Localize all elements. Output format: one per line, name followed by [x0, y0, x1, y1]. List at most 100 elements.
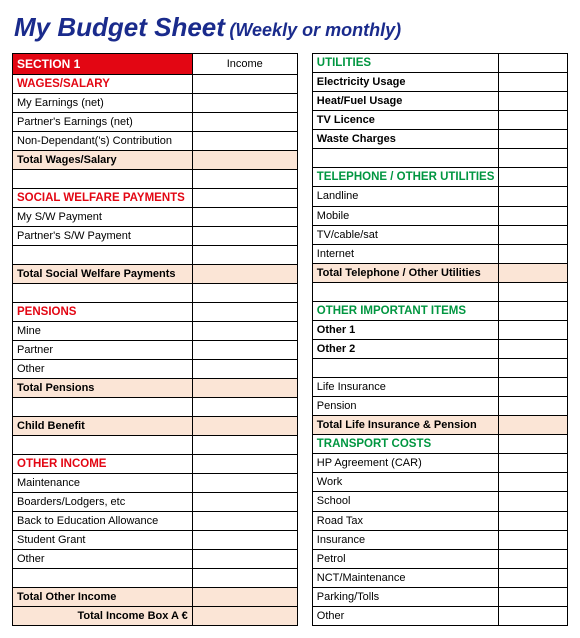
life-total-label: Total Life Insurance & Pension — [312, 416, 499, 435]
value-cell[interactable] — [192, 322, 297, 341]
income-header: Income — [192, 54, 297, 75]
value-cell[interactable] — [192, 474, 297, 493]
sw-total-label: Total Social Welfare Payments — [13, 265, 193, 284]
value-cell[interactable] — [192, 607, 297, 626]
value-cell[interactable] — [192, 151, 297, 170]
section1-label: SECTION 1 — [13, 54, 193, 75]
left-table: SECTION 1 Income WAGES/SALARY My Earning… — [12, 53, 298, 626]
value-cell[interactable] — [192, 170, 297, 189]
value-cell[interactable] — [499, 587, 568, 606]
value-cell[interactable] — [499, 92, 568, 111]
value-cell[interactable] — [499, 54, 568, 73]
value-cell[interactable] — [192, 94, 297, 113]
value-cell[interactable] — [499, 225, 568, 244]
value-cell[interactable] — [192, 588, 297, 607]
value-cell[interactable] — [192, 417, 297, 436]
value-cell[interactable] — [192, 398, 297, 417]
value-cell[interactable] — [192, 512, 297, 531]
blank-row — [312, 282, 499, 301]
blank-row — [13, 569, 193, 588]
budget-columns: SECTION 1 Income WAGES/SALARY My Earning… — [12, 53, 568, 626]
wages-header: WAGES/SALARY — [13, 75, 193, 94]
pensions-header: PENSIONS — [13, 303, 193, 322]
value-cell[interactable] — [192, 550, 297, 569]
value-cell[interactable] — [192, 75, 297, 94]
row-label: Back to Education Allowance — [13, 512, 193, 531]
row-label: My S/W Payment — [13, 208, 193, 227]
utilities-header: UTILITIES — [312, 54, 499, 73]
value-cell[interactable] — [499, 473, 568, 492]
value-cell[interactable] — [499, 187, 568, 206]
value-cell[interactable] — [192, 246, 297, 265]
row-label: Partner's Earnings (net) — [13, 113, 193, 132]
final-total-label: Total Income Box A € — [13, 607, 193, 626]
value-cell[interactable] — [499, 168, 568, 187]
row-label: HP Agreement (CAR) — [312, 454, 499, 473]
value-cell[interactable] — [192, 189, 297, 208]
row-label: Maintenance — [13, 474, 193, 493]
value-cell[interactable] — [192, 360, 297, 379]
value-cell[interactable] — [499, 397, 568, 416]
value-cell[interactable] — [192, 493, 297, 512]
wages-total-label: Total Wages/Salary — [13, 151, 193, 170]
other-total-label: Total Other Income — [13, 588, 193, 607]
value-cell[interactable] — [499, 435, 568, 454]
value-cell[interactable] — [499, 492, 568, 511]
row-label: Work — [312, 473, 499, 492]
row-label: Heat/Fuel Usage — [312, 92, 499, 111]
value-cell[interactable] — [499, 244, 568, 263]
value-cell[interactable] — [192, 379, 297, 398]
value-cell[interactable] — [499, 454, 568, 473]
value-cell[interactable] — [499, 263, 568, 282]
value-cell[interactable] — [192, 132, 297, 151]
row-label: Other — [13, 360, 193, 379]
value-cell[interactable] — [499, 111, 568, 130]
row-label: Student Grant — [13, 531, 193, 550]
important-header: OTHER IMPORTANT ITEMS — [312, 301, 499, 320]
row-label: Road Tax — [312, 511, 499, 530]
value-cell[interactable] — [499, 378, 568, 397]
row-label: Boarders/Lodgers, etc — [13, 493, 193, 512]
row-label: Insurance — [312, 530, 499, 549]
row-label: Parking/Tolls — [312, 587, 499, 606]
row-label: Mobile — [312, 206, 499, 225]
telephone-total-label: Total Telephone / Other Utilities — [312, 263, 499, 282]
value-cell[interactable] — [192, 531, 297, 550]
row-label: Partner's S/W Payment — [13, 227, 193, 246]
row-label: Mine — [13, 322, 193, 341]
blank-row — [13, 170, 193, 189]
value-cell[interactable] — [499, 320, 568, 339]
value-cell[interactable] — [192, 303, 297, 322]
row-label: Other — [13, 550, 193, 569]
value-cell[interactable] — [499, 149, 568, 168]
value-cell[interactable] — [499, 606, 568, 625]
value-cell[interactable] — [192, 569, 297, 588]
row-label: Internet — [312, 244, 499, 263]
value-cell[interactable] — [192, 341, 297, 360]
blank-row — [312, 149, 499, 168]
value-cell[interactable] — [499, 511, 568, 530]
value-cell[interactable] — [499, 301, 568, 320]
value-cell[interactable] — [192, 265, 297, 284]
value-cell[interactable] — [499, 73, 568, 92]
row-label: TV Licence — [312, 111, 499, 130]
value-cell[interactable] — [499, 339, 568, 358]
value-cell[interactable] — [499, 130, 568, 149]
value-cell[interactable] — [499, 206, 568, 225]
value-cell[interactable] — [192, 455, 297, 474]
value-cell[interactable] — [192, 208, 297, 227]
row-label: Life Insurance — [312, 378, 499, 397]
value-cell[interactable] — [499, 282, 568, 301]
value-cell[interactable] — [499, 416, 568, 435]
value-cell[interactable] — [192, 113, 297, 132]
value-cell[interactable] — [499, 530, 568, 549]
page-title: My Budget Sheet (Weekly or monthly) — [14, 12, 568, 43]
row-label: Other 2 — [312, 339, 499, 358]
value-cell[interactable] — [192, 227, 297, 246]
value-cell[interactable] — [499, 359, 568, 378]
value-cell[interactable] — [192, 284, 297, 303]
value-cell[interactable] — [192, 436, 297, 455]
value-cell[interactable] — [499, 568, 568, 587]
value-cell[interactable] — [499, 549, 568, 568]
blank-row — [13, 246, 193, 265]
